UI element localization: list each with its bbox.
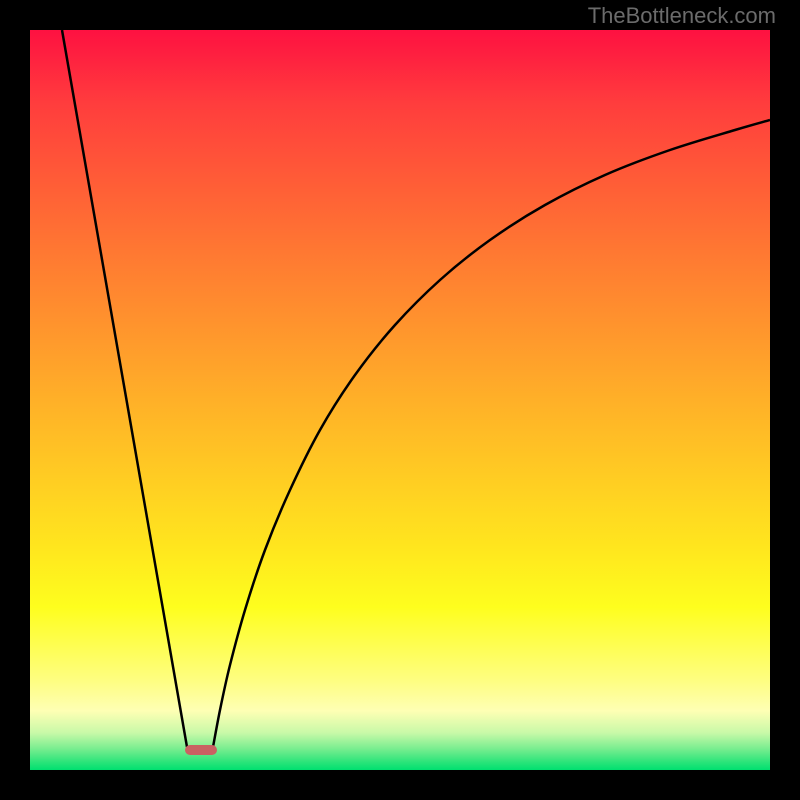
- plot-area: [30, 30, 770, 770]
- bottleneck-marker: [185, 745, 217, 755]
- chart-container: TheBottleneck.com: [0, 0, 800, 800]
- curve-layer: [30, 30, 770, 770]
- watermark-text: TheBottleneck.com: [588, 3, 776, 29]
